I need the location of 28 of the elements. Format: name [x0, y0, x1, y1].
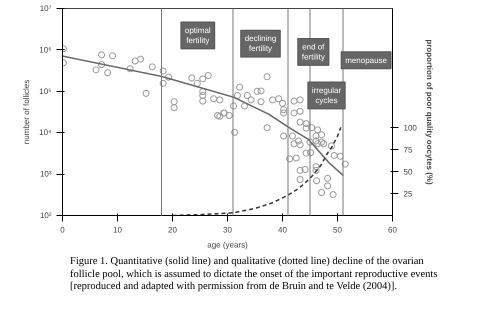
y2-tick-label: 50: [404, 167, 413, 176]
y2-tick-label: 100: [404, 123, 418, 132]
line-series: [62, 55, 344, 177]
x-tick-label: 40: [278, 226, 288, 234]
x-axis-title: age (years): [207, 240, 248, 250]
y-tick-label: 10⁵: [39, 86, 52, 96]
y-tick-label: 10³: [40, 170, 52, 179]
annotation: irregular cycles: [312, 86, 342, 105]
x-tick-label: 30: [223, 226, 232, 234]
annotation: menopause: [345, 56, 388, 65]
y2-axis-title: proportion of poor quality oocytes (%): [424, 39, 434, 185]
y2-tick-label: 25: [404, 189, 413, 198]
y-tick-label: 10⁷: [40, 4, 52, 13]
y-tick-label: 10⁴: [39, 128, 52, 138]
y2-tick-label: 75: [404, 145, 413, 154]
y-axis-title: number of follicles: [22, 80, 32, 144]
caption: Figure 1. Quantitative (solid line) and qualitative (dotted line) decline of the ovarian follicle pool, which is assumed to dictate the onset of the important reproductive events [reproduced and adapted with permission from de Bruin and te Velde (2004)].: [70, 256, 438, 294]
x-tick-label: 0: [60, 226, 66, 234]
annotation: end of fertility: [302, 42, 326, 62]
x-tick-label: 60: [388, 226, 398, 234]
annotation: optimal fertility: [184, 26, 211, 45]
y-tick-label: 10⁶: [39, 45, 52, 54]
x-tick-label: 10: [113, 226, 122, 234]
y-tick-label: 10²: [40, 211, 52, 220]
annotation: declining fertility: [244, 34, 276, 54]
x-tick-label: 50: [333, 226, 342, 234]
line-series: [172, 126, 342, 216]
x-tick-label: 20: [168, 226, 178, 234]
